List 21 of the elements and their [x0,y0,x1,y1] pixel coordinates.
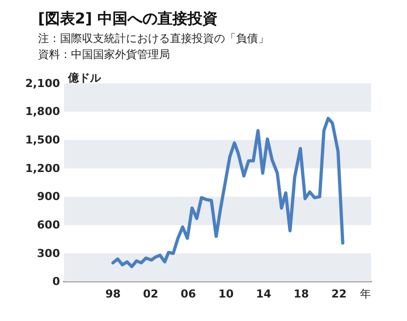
chart-subtitle: 注：国際収支統計における直接投資の「負債」 [38,32,269,45]
y-tick-label: 1,800 [25,105,60,118]
x-tick-label: 18 [294,288,309,301]
chart-title: [図表2] 中国への直接投資 [38,10,218,28]
x-axis-title: 年 [360,288,371,301]
y-tick-label: 1,200 [25,162,60,175]
x-tick-label: 14 [256,288,272,301]
y-tick-label: 600 [37,218,60,232]
y-tick-label: 1,500 [25,134,60,147]
x-tick-label: 02 [142,288,158,301]
x-tick-label: 22 [331,288,347,301]
line-series [111,116,344,268]
x-tick-label: 10 [218,288,234,301]
x-tick-label: 06 [180,288,196,301]
y-tick-label: 2,100 [25,76,60,90]
y-tick-label: 300 [37,246,60,260]
text: 資料：中国国家外貨管理局 [38,48,170,61]
y-tick-label: 900 [37,190,60,204]
y-tick-label: 0 [52,275,60,288]
x-tick-label: 98 [105,288,121,301]
y-axis-title: 億ドル [67,71,102,84]
